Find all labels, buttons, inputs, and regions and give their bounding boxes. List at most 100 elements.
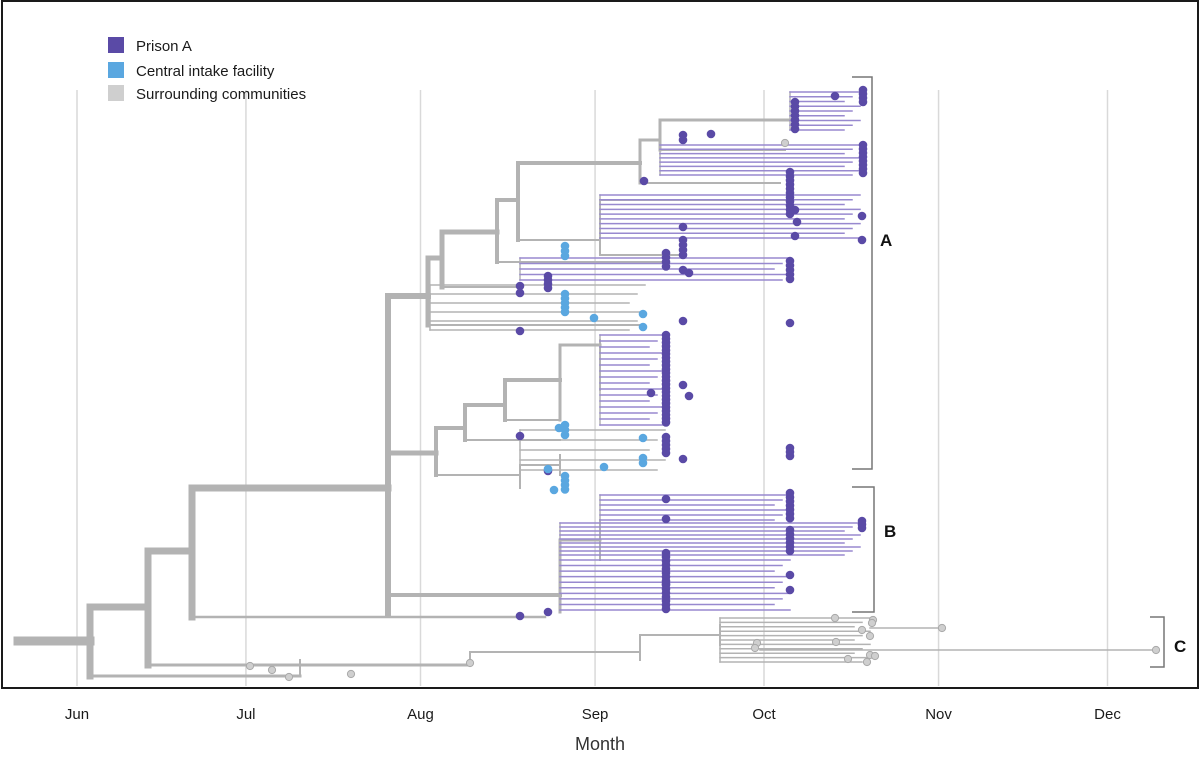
tree-tip-123	[515, 281, 525, 291]
tick-label-nov: Nov	[925, 706, 952, 723]
tree-tip-60	[785, 513, 795, 523]
tick-label-oct: Oct	[752, 706, 776, 723]
tree-tip-66	[785, 546, 795, 556]
tree-tip-151	[560, 430, 570, 440]
tree-tip-135	[785, 570, 795, 580]
tick-label-dec: Dec	[1094, 706, 1121, 723]
tree-tip-134	[661, 514, 671, 524]
clade-b-label: B	[884, 522, 896, 541]
tick-label-sep: Sep	[582, 706, 609, 723]
tree-tip-100	[857, 523, 867, 533]
tick-label-jul: Jul	[236, 706, 255, 723]
clade-c-annotation: C	[1150, 616, 1186, 668]
tree-tip-88	[661, 262, 671, 271]
clade-c-bracket	[1150, 616, 1165, 668]
legend-swatch-central-intake	[108, 62, 124, 78]
legend-label-prison-a: Prison A	[136, 38, 192, 55]
tree-tip-184	[1151, 645, 1161, 655]
tree-tip-185	[867, 618, 877, 628]
tree-tip-168	[267, 665, 277, 675]
tree-tip-170	[346, 669, 356, 679]
tree-tips	[245, 85, 1161, 682]
tree-tip-114	[639, 176, 649, 186]
clade-c-label: C	[1174, 637, 1186, 656]
tree-tip-166	[780, 138, 790, 148]
tree-tip-18	[858, 168, 868, 178]
tree-tip-128	[678, 380, 688, 390]
clade-b-bracket	[852, 486, 875, 613]
legend-swatch-prison-a	[108, 37, 124, 53]
tree-tip-179	[937, 623, 947, 633]
tree-tip-182	[870, 651, 880, 661]
tree-tip-115	[790, 205, 800, 215]
tree-tip-160	[638, 322, 648, 332]
tree-tip-140	[661, 579, 671, 589]
x-axis-ticks: Jun Jul Aug Sep Oct Nov Dec	[65, 706, 1121, 723]
tick-label-jun: Jun	[65, 706, 89, 723]
legend: Prison A Central intake facility Surroun…	[108, 37, 306, 103]
tree-tip-148	[560, 307, 570, 317]
tree-tip-132	[678, 454, 688, 464]
tree-tip-110	[830, 91, 840, 101]
tree-tip-130	[684, 391, 694, 401]
tree-tip-117	[857, 211, 867, 221]
tree-tip-162	[599, 462, 609, 472]
clade-b-annotation: B	[852, 486, 896, 613]
tree-tip-165	[549, 485, 559, 495]
tree-tip-113	[706, 129, 716, 139]
tree-tip-112	[678, 135, 688, 145]
tree-tip-157	[638, 458, 648, 468]
tree-tip-136	[785, 585, 795, 595]
tree-tip-125	[515, 326, 525, 336]
tree-tip-176	[831, 637, 841, 647]
tree-tip-116	[792, 217, 802, 227]
tree-tip-175	[865, 631, 875, 641]
clade-a-annotation: A	[852, 76, 892, 470]
clade-a-bracket	[852, 76, 873, 470]
tree-tip-158	[589, 313, 599, 323]
tree-tip-81	[661, 604, 671, 614]
tree-tip-172	[830, 613, 840, 623]
tree-tip-138	[543, 607, 553, 617]
tree-tip-105	[661, 448, 671, 458]
tree-branches	[13, 91, 1158, 680]
tree-tip-92	[678, 250, 688, 260]
legend-label-communities: Surrounding communities	[136, 86, 306, 103]
tree-tip-129	[646, 388, 656, 398]
tree-tip-119	[790, 231, 800, 241]
tree-tip-127	[785, 318, 795, 328]
tree-tip-174	[857, 625, 867, 635]
legend-label-central-intake: Central intake facility	[136, 63, 275, 80]
tree-tip-120	[857, 235, 867, 245]
tree-tip-126	[678, 316, 688, 326]
tree-tip-183	[862, 657, 872, 667]
tree-tip-124	[515, 288, 525, 298]
tree-tip-169	[284, 672, 294, 682]
tree-tip-133	[661, 494, 671, 504]
tree-tip-167	[245, 661, 255, 671]
tree-tip-122	[684, 268, 694, 278]
tree-tip-181	[843, 654, 853, 664]
tree-tip-84	[785, 451, 795, 461]
tree-tip-6	[790, 124, 800, 134]
tree-tip-137	[515, 611, 525, 621]
tree-tip-164	[554, 423, 564, 433]
tree-tip-178	[750, 643, 760, 653]
x-axis-title: Month	[575, 734, 625, 754]
tree-tip-109	[543, 283, 553, 293]
tree-tip-159	[638, 309, 648, 319]
clade-a-label: A	[880, 231, 892, 250]
tree-tip-10	[858, 97, 868, 107]
tree-tip-171	[465, 658, 475, 668]
tree-tip-53	[661, 418, 671, 427]
tree-tip-161	[638, 433, 648, 443]
tree-tip-131	[515, 431, 525, 441]
tree-tip-97	[785, 274, 795, 284]
legend-swatch-communities	[108, 85, 124, 101]
tree-tip-155	[560, 485, 570, 494]
tree-tip-118	[678, 222, 688, 232]
gridlines	[76, 90, 1109, 686]
tree-tip-163	[543, 464, 553, 474]
tick-label-aug: Aug	[407, 706, 434, 723]
